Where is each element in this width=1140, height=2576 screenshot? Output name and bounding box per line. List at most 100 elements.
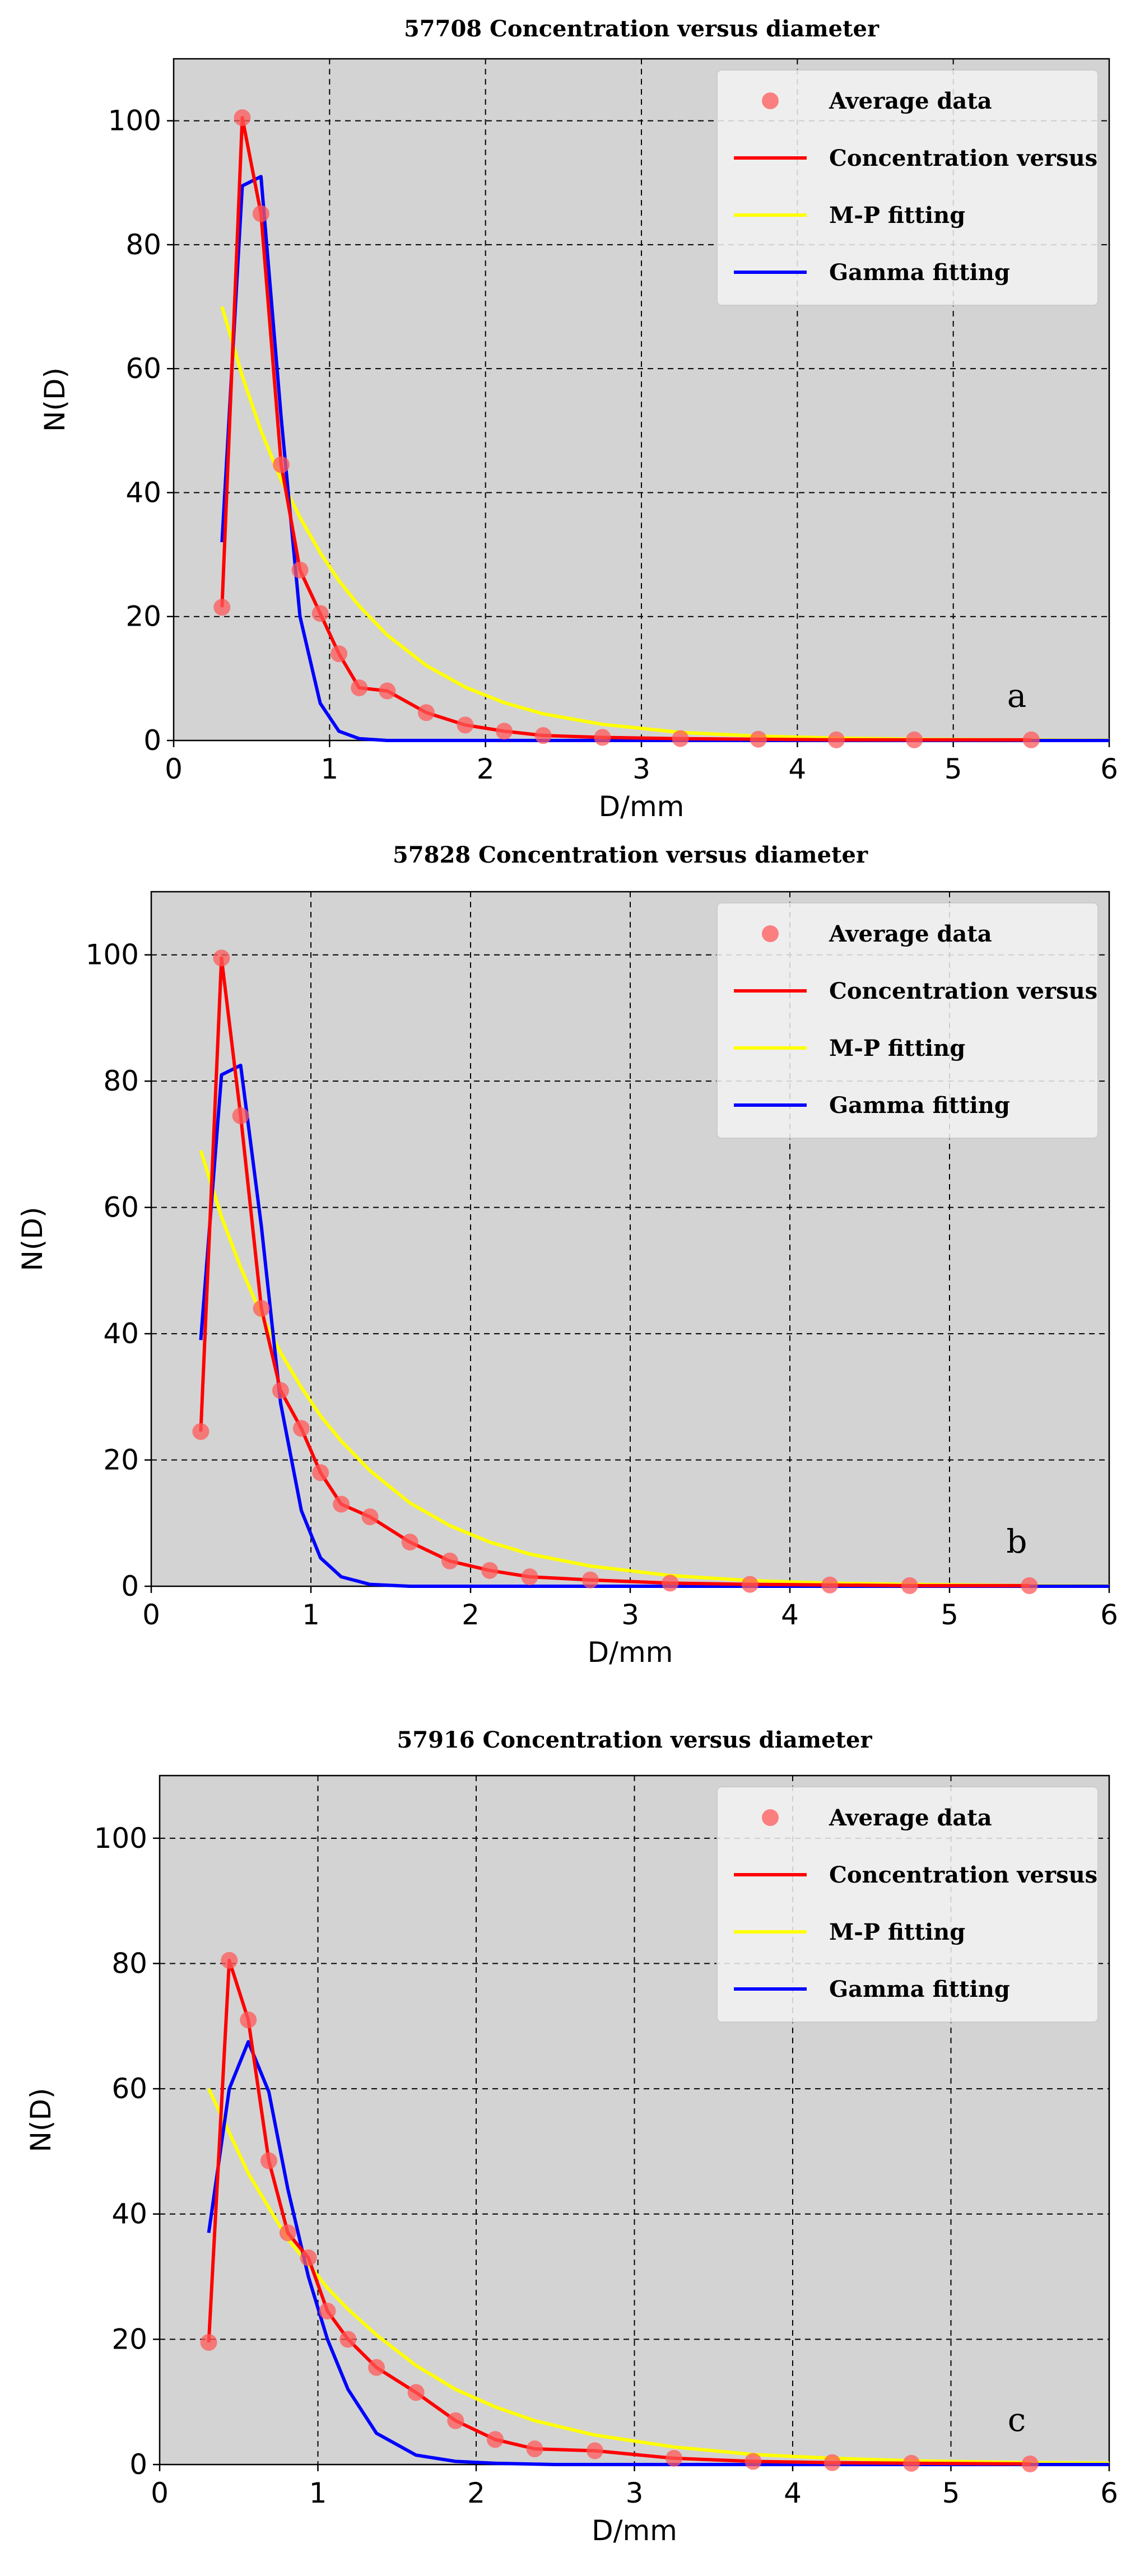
average-data-point: [200, 2333, 217, 2351]
average-data-point: [279, 2224, 296, 2242]
x-axis-label: D/mm: [599, 790, 685, 823]
average-data-point: [333, 1496, 350, 1513]
average-data-point: [368, 2359, 385, 2376]
chart-panel-c: [153, 1774, 1110, 2472]
average-data-point: [586, 2442, 603, 2459]
y-tick-label: 80: [103, 1065, 139, 1097]
average-data-point: [234, 109, 251, 127]
average-data-point: [240, 2011, 257, 2029]
y-tick-label: 40: [103, 1317, 139, 1350]
average-data-point: [351, 679, 368, 696]
average-data-point: [260, 2152, 277, 2169]
panel-label: b: [1006, 1522, 1027, 1560]
average-data-point: [232, 1107, 249, 1125]
average-data-point: [311, 605, 329, 622]
average-data-point: [213, 599, 231, 616]
legend-entry-label: M-P fitting: [829, 1035, 965, 1061]
average-data-point: [401, 1534, 418, 1551]
x-tick-label: 1: [309, 2477, 327, 2509]
y-axis-label: N(D): [16, 1207, 49, 1271]
average-data-point: [901, 1577, 918, 1594]
x-tick-label: 6: [1100, 753, 1118, 785]
panel-label: c: [1008, 2401, 1026, 2439]
y-tick-label: 100: [94, 1822, 147, 1855]
average-data-point: [312, 1464, 329, 1482]
average-data-point: [496, 723, 513, 740]
series-line-m-p-fitting: [207, 2088, 1110, 2465]
x-tick-label: 5: [942, 2477, 960, 2509]
y-tick-label: 80: [125, 229, 161, 261]
x-tick-label: 3: [626, 2477, 644, 2509]
x-tick-label: 5: [944, 753, 962, 785]
x-tick-label: 0: [142, 1599, 160, 1631]
average-data-point: [481, 1562, 499, 1579]
average-data-point: [252, 205, 269, 222]
average-data-point: [441, 1552, 458, 1569]
x-tick-label: 6: [1100, 2477, 1118, 2509]
average-data-point: [486, 2431, 504, 2448]
chart-panel-b: [145, 891, 1110, 1594]
average-data-point: [741, 1576, 759, 1593]
legend-entry-label: M-P fitting: [829, 1919, 965, 1945]
y-tick-label: 40: [125, 476, 161, 509]
average-data-point: [666, 2449, 683, 2467]
average-data-point: [300, 2249, 317, 2266]
legend-box: [716, 902, 1099, 1139]
legend-box: [716, 1786, 1099, 2023]
average-data-point: [407, 2384, 425, 2401]
y-tick-label: 100: [108, 105, 161, 137]
y-tick-label: 80: [111, 1947, 147, 1979]
y-tick-label: 20: [111, 2323, 147, 2355]
average-data-point: [1021, 1577, 1038, 1594]
chart-panel-a: [167, 58, 1110, 748]
average-data-point: [823, 2454, 841, 2471]
average-data-point: [581, 1571, 599, 1589]
legend-marker-average-data: [762, 1809, 779, 1826]
y-tick-label: 60: [111, 2072, 147, 2105]
x-axis-label: D/mm: [592, 2514, 677, 2547]
x-tick-label: 3: [621, 1599, 639, 1631]
legend-entry-label: M-P fitting: [829, 202, 965, 229]
average-data-point: [526, 2440, 543, 2458]
average-data-point: [213, 949, 230, 967]
panel-label: a: [1007, 677, 1027, 715]
y-tick-label: 60: [125, 352, 161, 385]
legend-entry-label: Concentration versus: [829, 1862, 1097, 1888]
x-tick-label: 2: [477, 753, 495, 785]
legend-entry-label: Concentration versus: [829, 978, 1097, 1004]
average-data-point: [906, 731, 923, 748]
average-data-point: [1021, 2455, 1039, 2472]
average-data-point: [291, 561, 309, 579]
y-tick-label: 20: [125, 600, 161, 633]
legend-entry-label: Gamma fitting: [829, 1092, 1010, 1119]
x-tick-label: 4: [784, 2477, 802, 2509]
y-tick-label: 20: [103, 1444, 139, 1476]
average-data-point: [292, 1420, 310, 1437]
chart-title: 57708 Concentration versus diameter: [404, 16, 880, 42]
average-data-point: [253, 1300, 270, 1317]
average-data-point: [417, 704, 435, 721]
legend-entry-label: Average data: [829, 921, 992, 947]
legend-marker-average-data: [762, 925, 779, 942]
y-tick-label: 100: [86, 939, 139, 971]
y-axis-label: N(D): [25, 2088, 57, 2153]
x-tick-label: 2: [467, 2477, 485, 2509]
y-tick-label: 0: [143, 724, 161, 757]
average-data-point: [827, 731, 845, 748]
legend-entry-label: Average data: [829, 88, 992, 114]
chart-title: 57916 Concentration versus diameter: [397, 1727, 872, 1753]
x-tick-label: 4: [788, 753, 806, 785]
average-data-point: [379, 682, 396, 700]
average-data-point: [745, 2453, 762, 2470]
average-data-point: [273, 456, 290, 473]
average-data-point: [750, 730, 767, 748]
legend-box: [716, 69, 1099, 306]
x-tick-label: 4: [781, 1599, 799, 1631]
average-data-point: [1022, 731, 1040, 748]
y-axis-label: N(D): [39, 367, 71, 432]
average-data-point: [534, 727, 552, 744]
y-tick-label: 60: [103, 1191, 139, 1224]
y-tick-label: 0: [121, 1570, 139, 1603]
average-data-point: [221, 1951, 238, 1969]
